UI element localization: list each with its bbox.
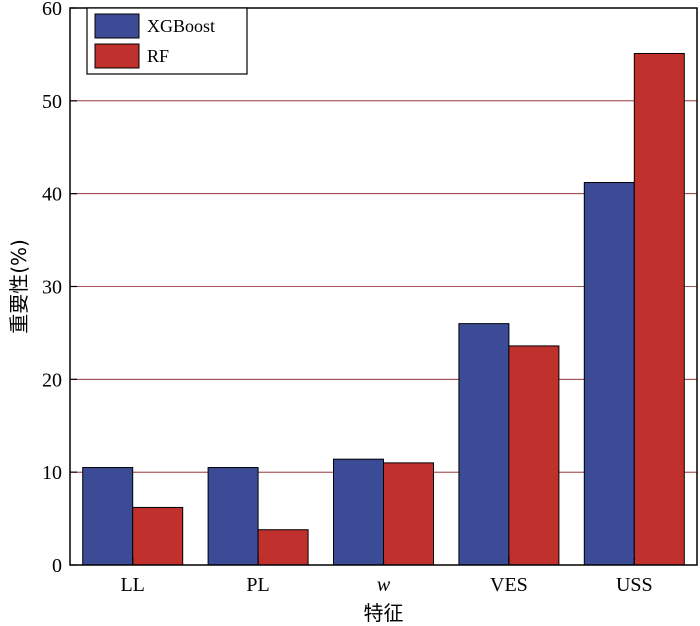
- legend-label-rf: RF: [147, 46, 169, 66]
- y-tick-label: 30: [42, 277, 62, 299]
- y-axis: 0 10 20 30 40 50 60: [42, 0, 77, 577]
- x-tick-label: USS: [616, 574, 653, 596]
- legend: XGBoost RF: [86, 7, 248, 75]
- bar-xgboost-pl: [207, 467, 259, 566]
- x-tick-label: VES: [490, 574, 528, 596]
- y-tick-label: 40: [42, 184, 62, 206]
- x-axis: LL PL w VES USS: [120, 558, 653, 596]
- x-axis-title: 特征: [364, 601, 404, 625]
- bar-xgboost-uss: [583, 182, 635, 566]
- y-tick-label: 10: [42, 462, 62, 484]
- x-tick-label: LL: [120, 574, 144, 596]
- legend-label-xgboost: XGBoost: [147, 16, 215, 36]
- y-tick-label: 20: [42, 369, 62, 391]
- bar-xgboost-w: [333, 458, 384, 566]
- bar-rf-ves: [508, 345, 560, 566]
- bar-rf-pl: [257, 529, 309, 566]
- y-tick-label: 50: [42, 91, 62, 113]
- bar-xgboost-ll: [82, 467, 134, 566]
- bar-rf-uss: [633, 52, 685, 566]
- legend-swatch-rf: [94, 43, 140, 69]
- legend-swatch-xgboost: [94, 13, 140, 39]
- x-tick-label: w: [377, 574, 391, 596]
- y-tick-label: 60: [42, 0, 62, 20]
- bars: [82, 52, 685, 566]
- bar-xgboost-ves: [458, 323, 510, 566]
- x-tick-label: PL: [246, 574, 269, 596]
- y-tick-label: 0: [52, 555, 62, 577]
- y-axis-title: 重要性(%): [7, 239, 31, 334]
- bar-rf-ll: [132, 506, 184, 566]
- bar-rf-w: [383, 462, 434, 566]
